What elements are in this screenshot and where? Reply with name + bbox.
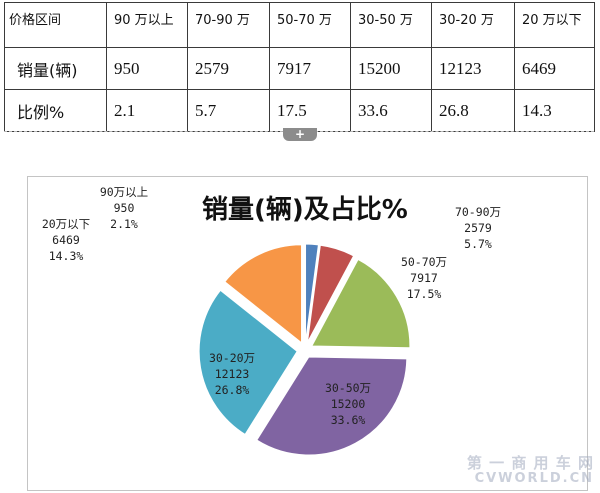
table-cell: 950 xyxy=(106,47,188,90)
watermark-line2: CVWORLD.CN xyxy=(474,471,594,486)
slice-label-value: 12123 xyxy=(215,367,250,381)
price-range-table: 价格区间 90 万以上 70-90 万 50-70 万 30-50 万 30-2… xyxy=(4,2,595,132)
slice-label-value: 950 xyxy=(114,201,135,215)
watermark: 第 一 商 用 车 网 CVWORLD.CN xyxy=(467,455,594,487)
table-row-percent: 比例% 2.1 5.7 17.5 33.6 26.8 14.3 xyxy=(4,89,595,132)
row-label-percent: 比例% xyxy=(4,89,107,132)
table-cell: 26.8 xyxy=(431,89,515,132)
slice-label-value: 6469 xyxy=(52,233,80,247)
pie-slice xyxy=(305,243,319,343)
slice-label-name: 20万以下 xyxy=(42,217,90,231)
table-header-row: 价格区间 90 万以上 70-90 万 50-70 万 30-50 万 30-2… xyxy=(4,2,595,48)
slice-label-percent: 17.5% xyxy=(407,287,442,301)
table-cell: 15200 xyxy=(350,47,432,90)
pie-slice xyxy=(256,356,408,456)
header-cell: 20 万以下 xyxy=(514,2,595,48)
table-cell: 2.1 xyxy=(106,89,188,132)
table-cell: 2579 xyxy=(187,47,270,90)
table-cell: 5.7 xyxy=(187,89,270,132)
pie-slice xyxy=(311,258,411,349)
pie-slice xyxy=(224,244,303,344)
slice-label-name: 70-90万 xyxy=(455,205,501,219)
slice-label-name: 30-50万 xyxy=(325,381,371,395)
slice-label-value: 7917 xyxy=(410,271,438,285)
slice-label-percent: 26.8% xyxy=(215,383,250,397)
slice-label-percent: 33.6% xyxy=(331,413,366,427)
header-cell: 50-70 万 xyxy=(269,2,351,48)
sales-table: 价格区间 90 万以上 70-90 万 50-70 万 30-50 万 30-2… xyxy=(4,2,595,132)
chart-title: 销量(辆)及占比% xyxy=(202,195,408,225)
slice-label-name: 50-70万 xyxy=(401,255,447,269)
pie-slice xyxy=(306,244,355,343)
slice-label-name: 30-20万 xyxy=(209,351,255,365)
slice-label-percent: 14.3% xyxy=(49,249,84,263)
slice-label-value: 15200 xyxy=(331,397,366,411)
plus-icon: + xyxy=(294,127,306,141)
slice-label-value: 2579 xyxy=(464,221,492,235)
table-cell: 14.3 xyxy=(514,89,595,132)
slice-label-percent: 2.1% xyxy=(110,217,138,231)
table-cell: 6469 xyxy=(514,47,595,90)
header-cell: 90 万以上 xyxy=(106,2,188,48)
expand-handle-button[interactable]: + xyxy=(283,128,317,141)
header-price-range: 价格区间 xyxy=(4,2,107,48)
watermark-line1: 第 一 商 用 车 网 xyxy=(466,454,594,472)
table-cell: 7917 xyxy=(269,47,351,90)
row-label-sales: 销量(辆) xyxy=(4,47,107,90)
table-row-sales: 销量(辆) 950 2579 7917 15200 12123 6469 xyxy=(4,47,595,90)
slice-label-name: 90万以上 xyxy=(100,185,148,199)
pie-slice xyxy=(198,289,298,436)
slice-label-percent: 5.7% xyxy=(464,237,492,251)
